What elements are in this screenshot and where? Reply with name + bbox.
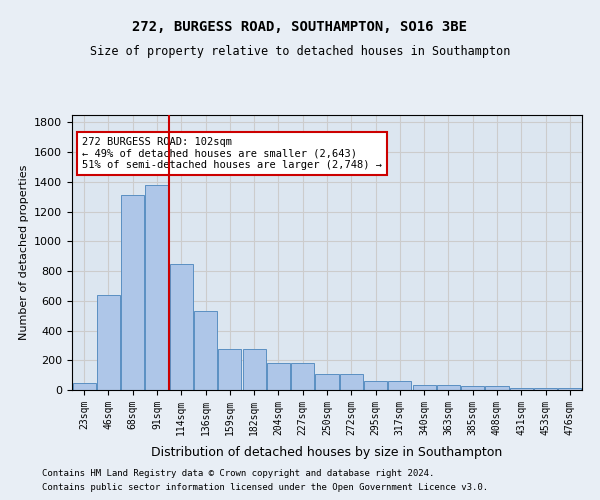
Text: Contains HM Land Registry data © Crown copyright and database right 2024.: Contains HM Land Registry data © Crown c… xyxy=(42,468,434,477)
Text: Contains public sector information licensed under the Open Government Licence v3: Contains public sector information licen… xyxy=(42,484,488,492)
Bar xyxy=(316,374,338,390)
Text: 272, BURGESS ROAD, SOUTHAMPTON, SO16 3BE: 272, BURGESS ROAD, SOUTHAMPTON, SO16 3BE xyxy=(133,20,467,34)
Bar xyxy=(534,388,557,390)
Bar xyxy=(218,349,241,390)
Bar xyxy=(267,362,290,390)
Bar xyxy=(121,196,144,390)
Bar xyxy=(559,388,581,390)
Bar xyxy=(170,264,193,390)
Bar xyxy=(73,382,95,390)
Bar xyxy=(510,388,533,390)
Y-axis label: Number of detached properties: Number of detached properties xyxy=(19,165,29,340)
Bar xyxy=(242,349,266,390)
Bar xyxy=(364,381,387,390)
Bar xyxy=(413,385,436,390)
Bar xyxy=(291,362,314,390)
Bar xyxy=(485,386,509,390)
Bar xyxy=(97,295,120,390)
Bar xyxy=(437,385,460,390)
Bar xyxy=(145,185,169,390)
Text: 272 BURGESS ROAD: 102sqm
← 49% of detached houses are smaller (2,643)
51% of sem: 272 BURGESS ROAD: 102sqm ← 49% of detach… xyxy=(82,137,382,170)
Bar xyxy=(194,311,217,390)
Bar xyxy=(340,374,363,390)
Bar xyxy=(388,381,412,390)
Text: Size of property relative to detached houses in Southampton: Size of property relative to detached ho… xyxy=(90,45,510,58)
X-axis label: Distribution of detached houses by size in Southampton: Distribution of detached houses by size … xyxy=(151,446,503,459)
Bar xyxy=(461,386,484,390)
